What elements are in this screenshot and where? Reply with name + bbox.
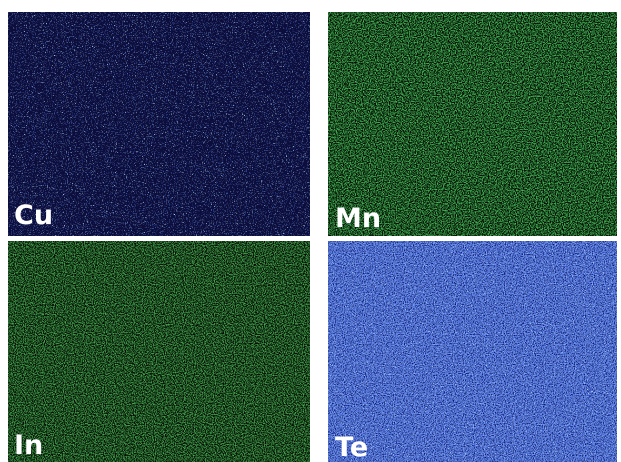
page: Cu Mn In Te (() => { const data = JSON.p… <box>0 0 621 462</box>
eds-map-figure: Cu Mn In Te <box>0 0 621 462</box>
panel-label: In <box>14 430 43 461</box>
panel-label: Cu <box>14 200 53 231</box>
panel-label: Mn <box>335 203 381 234</box>
cu-map <box>8 12 310 236</box>
in-map <box>8 241 310 462</box>
te-map <box>328 241 617 462</box>
panel-label: Te <box>335 432 368 462</box>
